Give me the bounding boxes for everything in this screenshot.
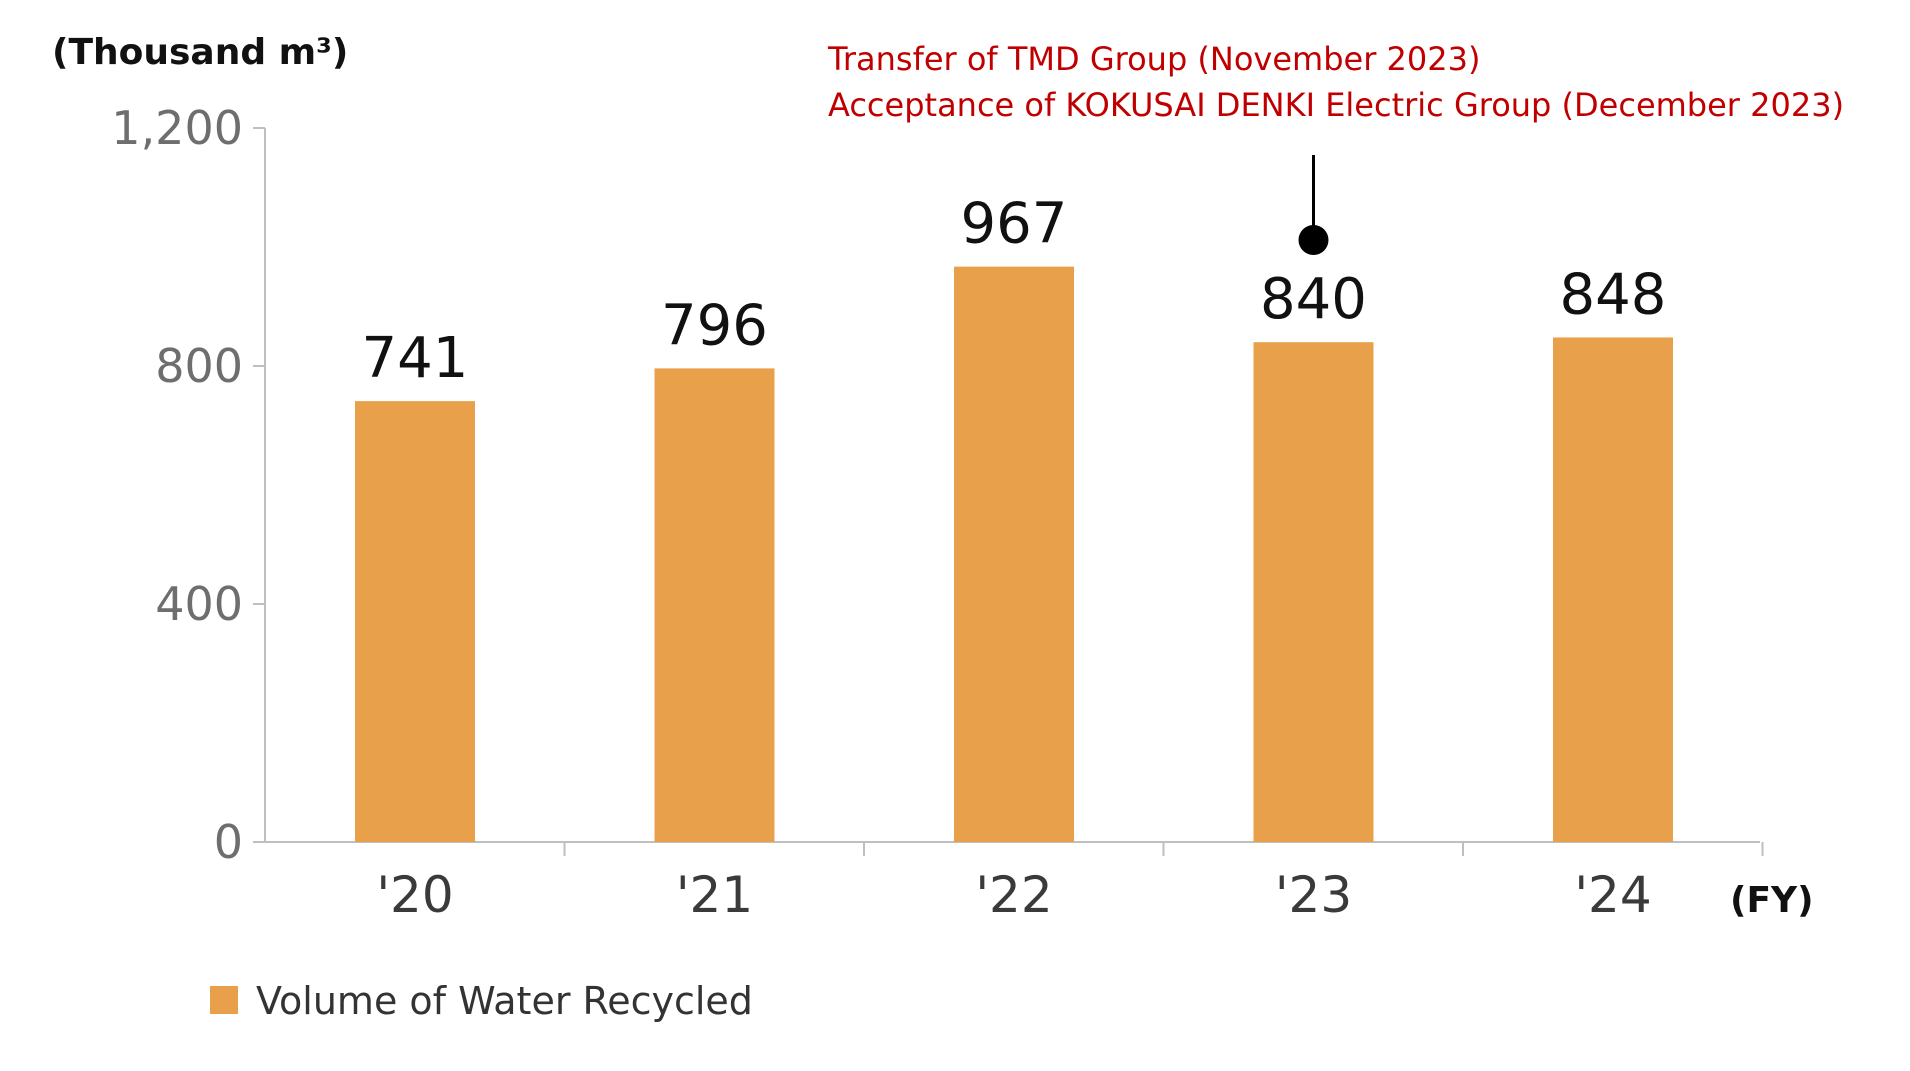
x-axis-unit-label: (FY) (1730, 880, 1814, 921)
y-tick-label: 0 (214, 815, 243, 869)
x-tick-label: '20 (376, 866, 453, 924)
bar (355, 401, 475, 842)
bar (1253, 342, 1374, 842)
annotation-pointer-dot (1298, 225, 1329, 255)
bars: 741 '20 796 '21 967 '22 840 '23 848 '24 (355, 192, 1673, 924)
x-tick-label: '22 (975, 866, 1052, 924)
legend: Volume of Water Recycled (210, 979, 753, 1023)
annotation: Transfer of TMD Group (November 2023) Ac… (827, 40, 1844, 255)
y-axis-unit-label: (Thousand m³) (52, 32, 348, 73)
bar (654, 368, 775, 842)
y-tick-label: 800 (155, 339, 243, 393)
x-tick-label: '23 (1275, 866, 1352, 924)
bar-value-label: 741 (362, 326, 469, 391)
bar-value-label: 967 (961, 192, 1068, 257)
x-tick-label: '24 (1574, 866, 1651, 924)
annotation-text-line: Acceptance of KOKUSAI DENKI Electric Gro… (828, 86, 1844, 124)
bar (1553, 337, 1673, 842)
x-tick-label: '21 (676, 866, 753, 924)
y-tick-label: 1,200 (111, 101, 243, 155)
annotation-text-line: Transfer of TMD Group (November 2023) (827, 40, 1480, 78)
bar-value-label: 796 (661, 293, 768, 358)
axes: 0 400 800 1,200 (111, 101, 1764, 869)
bar (954, 266, 1074, 842)
bar-value-label: 840 (1260, 267, 1367, 332)
y-tick-label: 400 (155, 577, 243, 631)
legend-label: Volume of Water Recycled (256, 979, 753, 1023)
bar-value-label: 848 (1560, 262, 1667, 327)
legend-swatch (210, 986, 238, 1014)
